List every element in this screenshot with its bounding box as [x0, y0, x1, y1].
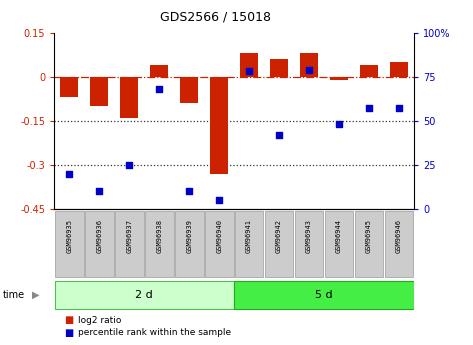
- Point: [185, 188, 193, 194]
- Text: GSM96935: GSM96935: [66, 218, 72, 253]
- Text: GDS2566 / 15018: GDS2566 / 15018: [160, 10, 271, 23]
- Bar: [270, 59, 288, 77]
- Point: [156, 86, 163, 92]
- Bar: [295, 211, 324, 277]
- Text: GSM96937: GSM96937: [126, 218, 132, 253]
- Bar: [150, 65, 168, 77]
- Point: [305, 67, 313, 72]
- Bar: [55, 211, 84, 277]
- Bar: [324, 211, 353, 277]
- Bar: [265, 211, 293, 277]
- Text: 5 d: 5 d: [315, 290, 333, 300]
- Point: [215, 197, 223, 203]
- Text: GSM96944: GSM96944: [336, 218, 342, 253]
- Text: GSM96939: GSM96939: [186, 218, 192, 253]
- Bar: [385, 211, 413, 277]
- Bar: [360, 65, 378, 77]
- Text: GSM96940: GSM96940: [216, 218, 222, 253]
- Bar: [235, 281, 428, 309]
- Bar: [90, 77, 108, 106]
- Point: [335, 121, 343, 127]
- Text: percentile rank within the sample: percentile rank within the sample: [78, 328, 231, 337]
- Point: [66, 171, 73, 176]
- Bar: [175, 211, 203, 277]
- Bar: [61, 77, 79, 97]
- Text: GSM96945: GSM96945: [366, 218, 372, 253]
- Bar: [355, 211, 383, 277]
- Point: [245, 69, 253, 74]
- Bar: [330, 77, 348, 80]
- Text: GSM96943: GSM96943: [306, 218, 312, 253]
- Point: [96, 188, 103, 194]
- Text: 2 d: 2 d: [135, 290, 153, 300]
- Bar: [210, 77, 228, 174]
- Bar: [145, 211, 174, 277]
- Text: log2 ratio: log2 ratio: [78, 316, 122, 325]
- Text: GSM96942: GSM96942: [276, 218, 282, 253]
- Bar: [235, 211, 263, 277]
- Bar: [240, 53, 258, 77]
- Bar: [205, 211, 234, 277]
- Text: ■: ■: [64, 315, 73, 325]
- Point: [395, 106, 403, 111]
- Point: [365, 106, 373, 111]
- Text: GSM96938: GSM96938: [156, 218, 162, 253]
- Text: GSM96946: GSM96946: [396, 218, 402, 253]
- Bar: [55, 281, 234, 309]
- Text: GSM96936: GSM96936: [96, 218, 102, 253]
- Bar: [300, 53, 318, 77]
- Bar: [180, 77, 198, 103]
- Text: ■: ■: [64, 328, 73, 338]
- Bar: [390, 62, 408, 77]
- Text: time: time: [2, 290, 25, 300]
- Text: GSM96941: GSM96941: [246, 218, 252, 253]
- Bar: [85, 211, 114, 277]
- Text: ▶: ▶: [32, 290, 40, 300]
- Bar: [115, 211, 144, 277]
- Point: [275, 132, 283, 138]
- Bar: [120, 77, 138, 118]
- Point: [125, 162, 133, 167]
